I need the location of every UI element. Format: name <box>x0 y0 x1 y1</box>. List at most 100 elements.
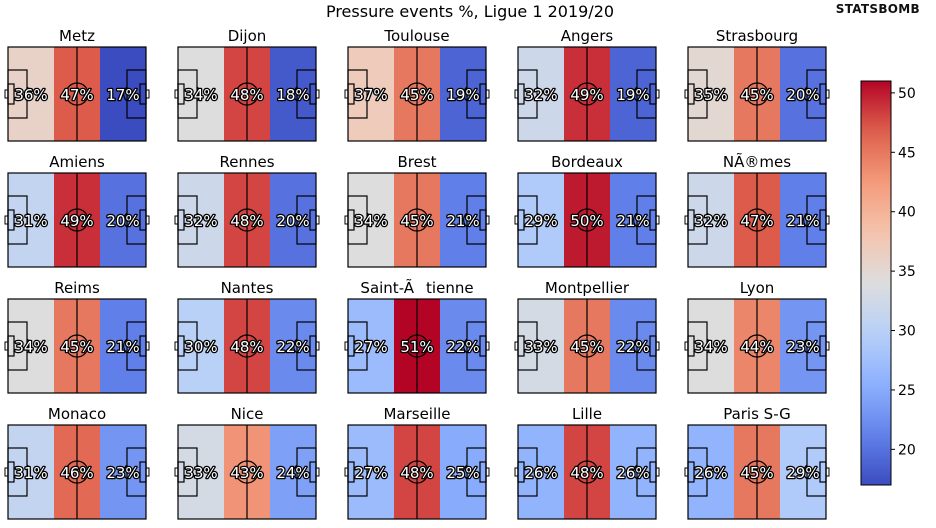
goal-right <box>655 467 660 477</box>
pitch-strasbourg: Strasbourg 35% 45% 20% <box>684 27 830 142</box>
pitch-grid: Metz 36% 47% 17% Dijon 34% 48% 18% Toulouse 37% 45… <box>4 27 830 520</box>
zone-value-defensive: 33% <box>524 338 557 356</box>
penalty-arc-left <box>196 464 201 480</box>
colorbar: 20 25 30 35 40 45 50 <box>860 80 916 486</box>
zone-value-defensive: 36% <box>14 86 47 104</box>
zone-value-defensive: 26% <box>524 464 557 482</box>
goal-right <box>315 467 320 477</box>
zone-value-defensive: 34% <box>694 338 727 356</box>
zone-value-attacking: 23% <box>106 464 139 482</box>
goal-left <box>174 89 179 99</box>
zone-value-attacking: 29% <box>786 464 819 482</box>
penalty-arc-left <box>706 86 711 102</box>
zone-attacking <box>440 173 486 267</box>
penalty-arc-right <box>803 338 808 354</box>
penalty-arc-right <box>633 338 638 354</box>
center-circle <box>65 208 89 232</box>
pitch-metz: Metz 36% 47% 17% <box>4 27 150 142</box>
center-circle <box>745 460 769 484</box>
goal-right <box>825 341 830 351</box>
zone-value-middle: 45% <box>400 86 433 104</box>
center-circle <box>405 82 429 106</box>
penalty-arc-right <box>123 464 128 480</box>
zone-value-attacking: 21% <box>786 212 819 230</box>
pitch-rennes: Rennes 32% 48% 20% <box>174 153 320 268</box>
zone-defensive <box>518 47 564 141</box>
zone-defensive <box>688 425 734 519</box>
zone-attacking <box>780 173 826 267</box>
penalty-arc-right <box>633 464 638 480</box>
penalty-arc-left <box>366 86 371 102</box>
zone-value-attacking: 21% <box>106 338 139 356</box>
zone-value-attacking: 21% <box>616 212 649 230</box>
goal-right <box>485 341 490 351</box>
colorbar-tick-label: 25 <box>898 383 916 399</box>
center-circle <box>575 460 599 484</box>
zone-defensive <box>518 173 564 267</box>
pitch-montpellier: Montpellier 33% 45% 22% <box>514 279 660 394</box>
goal-right <box>315 215 320 225</box>
penalty-arc-right <box>803 464 808 480</box>
penalty-arc-right <box>123 212 128 228</box>
goal-right <box>825 215 830 225</box>
pitch-monaco: Monaco 31% 46% 23% <box>4 405 150 520</box>
penalty-arc-right <box>123 338 128 354</box>
center-circle <box>405 208 429 232</box>
zone-attacking <box>780 425 826 519</box>
zone-attacking <box>780 299 826 393</box>
zone-attacking <box>610 299 656 393</box>
zone-value-attacking: 23% <box>786 338 819 356</box>
zone-value-middle: 48% <box>230 338 263 356</box>
colorbar-gradient <box>860 80 892 486</box>
zone-defensive <box>8 173 54 267</box>
penalty-arc-right <box>803 212 808 228</box>
colorbar-tick-label: 20 <box>898 442 916 458</box>
penalty-arc-left <box>536 338 541 354</box>
zone-defensive <box>178 425 224 519</box>
goal-left <box>344 467 349 477</box>
zone-value-middle: 47% <box>740 212 773 230</box>
goal-right <box>145 341 150 351</box>
center-circle <box>745 82 769 106</box>
pitch-marseille: Marseille 27% 48% 25% <box>344 405 490 520</box>
zone-value-middle: 43% <box>230 464 263 482</box>
goal-left <box>174 215 179 225</box>
goal-right <box>825 467 830 477</box>
zone-value-defensive: 27% <box>354 464 387 482</box>
zone-value-attacking: 20% <box>786 86 819 104</box>
pitch-na-mes: NÃ®mes 32% 47% 21% <box>684 152 830 268</box>
center-circle <box>745 334 769 358</box>
penalty-arc-right <box>633 86 638 102</box>
colorbar-tick-label: 45 <box>898 145 916 161</box>
zone-attacking <box>100 173 146 267</box>
center-circle <box>65 82 89 106</box>
goal-right <box>145 467 150 477</box>
penalty-arc-right <box>293 338 298 354</box>
goal-left <box>344 89 349 99</box>
pitch-lille: Lille 26% 48% 26% <box>514 405 660 520</box>
goal-right <box>145 89 150 99</box>
penalty-arc-left <box>26 464 31 480</box>
colorbar-tick-label: 30 <box>898 324 916 340</box>
team-name: Lyon <box>740 279 775 297</box>
zone-value-defensive: 27% <box>354 338 387 356</box>
zone-value-attacking: 22% <box>276 338 309 356</box>
zone-value-attacking: 17% <box>106 86 139 104</box>
goal-right <box>485 215 490 225</box>
team-name: Reims <box>54 279 100 297</box>
penalty-arc-left <box>536 212 541 228</box>
team-name: Brest <box>397 153 436 171</box>
brand-logo: STATSBOMB <box>836 2 920 16</box>
pitch-reims: Reims 34% 45% 21% <box>4 279 150 394</box>
goal-left <box>4 341 9 351</box>
colorbar-tick-label: 35 <box>898 264 916 280</box>
zone-value-defensive: 34% <box>354 212 387 230</box>
penalty-arc-left <box>536 86 541 102</box>
center-circle <box>235 334 259 358</box>
zone-attacking <box>270 47 316 141</box>
zone-value-defensive: 32% <box>694 212 727 230</box>
zone-defensive <box>178 47 224 141</box>
penalty-arc-left <box>26 86 31 102</box>
goal-right <box>485 89 490 99</box>
zone-defensive <box>688 173 734 267</box>
